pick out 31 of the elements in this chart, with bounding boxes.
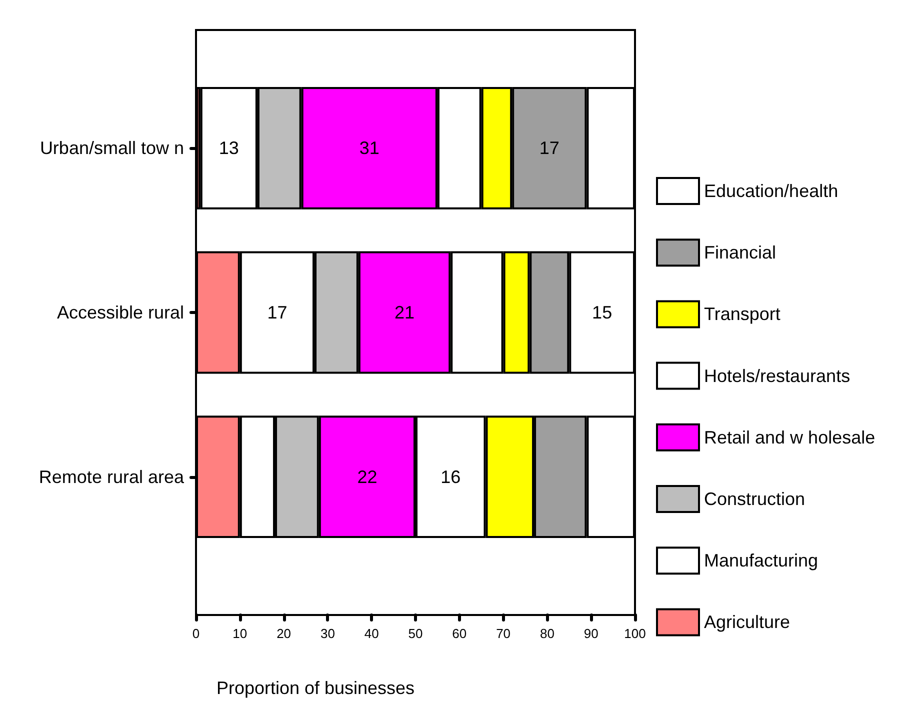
x-tick-label: 10: [232, 626, 248, 641]
legend-label: Retail and w holesale: [704, 427, 876, 448]
legend-label: Transport: [704, 304, 780, 324]
x-axis-title: Proportion of businesses: [216, 678, 415, 698]
data-label: 21: [394, 302, 415, 322]
legend-label: Education/health: [704, 181, 838, 201]
legend-label: Agriculture: [704, 612, 790, 632]
data-label: 17: [267, 302, 288, 322]
legend-label: Hotels/restaurants: [704, 366, 850, 386]
data-label: 15: [592, 302, 612, 322]
x-tick-label: 0: [192, 626, 200, 641]
x-tick-label: 30: [320, 626, 335, 641]
x-tick-label: 70: [496, 626, 511, 641]
x-tick-label: 80: [540, 626, 554, 641]
x-tick-label: 50: [408, 626, 423, 641]
data-label: 22: [357, 466, 378, 487]
y-tick-label: Urban/small tow n: [40, 138, 184, 158]
data-label: 17: [539, 138, 560, 158]
x-tick-label: 90: [584, 626, 598, 641]
x-tick-label: 60: [452, 626, 467, 641]
data-label: 31: [359, 138, 380, 158]
x-tick-label: 40: [364, 626, 379, 641]
x-tick-label: 20: [276, 626, 292, 641]
legend-label: Manufacturing: [704, 550, 818, 571]
y-tick-label: Remote rural area: [38, 466, 185, 487]
data-label: 16: [440, 466, 461, 487]
legend-label: Financial: [704, 242, 776, 263]
x-tick-label: 100: [624, 626, 646, 641]
y-tick-label: Accessible rural: [56, 302, 184, 322]
legend-label: Construction: [704, 489, 806, 509]
data-label: 13: [218, 138, 239, 158]
